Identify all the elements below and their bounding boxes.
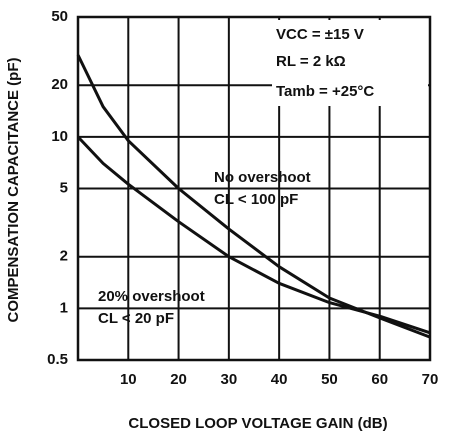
annotation: RL = 2 kΩ (276, 53, 346, 70)
x-tick-label: 70 (422, 371, 439, 388)
annotation: CL < 100 pF (214, 191, 298, 208)
y-tick-label: 20 (51, 76, 68, 93)
series-label: No overshoot (214, 169, 311, 186)
y-tick-label: 50 (51, 8, 68, 25)
x-tick-label: 30 (221, 371, 238, 388)
x-axis-label: CLOSED LOOP VOLTAGE GAIN (dB) (128, 415, 387, 432)
y-tick-label: 5 (60, 179, 68, 196)
y-tick-label: 1 (60, 299, 68, 316)
conditions-box (272, 20, 428, 106)
y-tick-label: 2 (60, 248, 68, 265)
series-label: 20% overshoot (98, 288, 205, 305)
x-tick-label: 50 (321, 371, 338, 388)
annotation: CL < 20 pF (98, 310, 174, 327)
x-tick-label: 60 (371, 371, 388, 388)
y-tick-label: 0.5 (47, 351, 68, 368)
plot-frame (76, 15, 432, 362)
x-tick-label: 40 (271, 371, 288, 388)
y-axis-label: COMPENSATION CAPACITANCE (pF) (5, 58, 22, 323)
x-tick-label: 20 (170, 371, 187, 388)
x-tick-label: 10 (120, 371, 137, 388)
annotation: Tamb = +25°C (276, 83, 374, 100)
curve (76, 135, 431, 335)
y-tick-label: 10 (51, 128, 68, 145)
annotation: VCC = ±15 V (276, 26, 364, 43)
